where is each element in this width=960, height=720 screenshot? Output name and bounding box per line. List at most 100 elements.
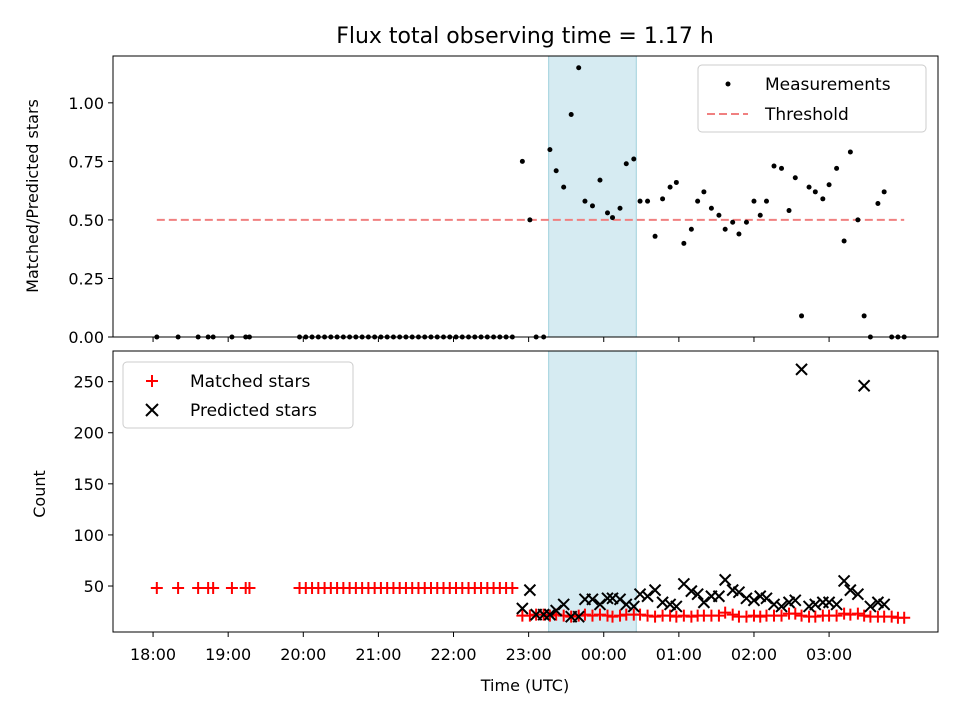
measurement-point bbox=[547, 147, 553, 153]
predicted-star-point bbox=[586, 593, 599, 606]
top-x-ticks bbox=[152, 337, 830, 342]
predicted-star-point bbox=[844, 583, 857, 597]
matched-star-point bbox=[712, 609, 725, 622]
matched-star-point bbox=[830, 609, 843, 622]
predicted-star-point bbox=[822, 596, 836, 609]
x-tick-label: 22:00 bbox=[430, 645, 476, 664]
bottom-y-ticks: 50 100 150 200 250 bbox=[73, 373, 113, 596]
bottom-y-tick-label: 150 bbox=[73, 475, 104, 494]
measurement-point bbox=[730, 219, 736, 225]
top-legend-box bbox=[697, 64, 927, 133]
predicted-star-point bbox=[837, 574, 851, 588]
top-y-axis-label: Matched/Predicted stars bbox=[23, 99, 42, 293]
x-tick-label: 03:00 bbox=[806, 645, 852, 664]
predicted-star-point bbox=[712, 590, 726, 603]
measurement-point bbox=[597, 177, 603, 183]
predicted-star-point bbox=[789, 594, 802, 607]
chart-title: Flux total observing time = 1.17 h bbox=[336, 24, 714, 49]
predicted-star-point bbox=[557, 598, 570, 611]
predicted-star-point bbox=[516, 602, 529, 615]
measurement-point bbox=[660, 196, 666, 202]
measurement-point bbox=[701, 189, 707, 195]
bottom-x-ticks: 18:00 19:00 20:00 21:00 22:00 23:00 00:00 01:00… bbox=[130, 632, 852, 664]
predicted-star-point bbox=[691, 587, 704, 601]
predicted-star-point bbox=[543, 608, 557, 621]
matched-star-point bbox=[593, 608, 606, 621]
matched-star-point bbox=[789, 607, 802, 620]
x-tick-label: 20:00 bbox=[280, 645, 326, 664]
measurement-point bbox=[716, 212, 722, 218]
measurement-point bbox=[589, 203, 595, 209]
matched-star-point bbox=[740, 610, 753, 623]
legend-measurements-marker bbox=[725, 81, 731, 87]
x-tick-label: 21:00 bbox=[355, 645, 401, 664]
matched-star-point bbox=[207, 582, 220, 595]
x-tick-label: 00:00 bbox=[581, 645, 627, 664]
measurement-point bbox=[861, 313, 867, 319]
predicted-star-point bbox=[685, 584, 698, 598]
measurement-point bbox=[812, 189, 818, 195]
measurement-point bbox=[576, 65, 582, 71]
matched-star-point bbox=[506, 582, 519, 595]
predicted-star-point bbox=[809, 598, 822, 611]
x-tick-label: 01:00 bbox=[656, 645, 702, 664]
top-highlight-span bbox=[548, 55, 637, 338]
top-y-tick-label: 0.25 bbox=[68, 269, 104, 288]
predicted-star-point bbox=[620, 598, 633, 611]
predicted-star-point bbox=[857, 379, 871, 392]
predicted-stars-points bbox=[516, 363, 891, 623]
top-y-tick-label: 0.00 bbox=[68, 328, 104, 347]
measurement-point bbox=[610, 215, 616, 221]
matched-star-point bbox=[838, 607, 851, 620]
matched-star-point bbox=[844, 608, 857, 621]
matched-star-point bbox=[649, 610, 662, 623]
matched-star-point bbox=[719, 606, 732, 619]
measurement-point bbox=[553, 168, 559, 174]
measurement-point bbox=[751, 198, 757, 204]
measurement-point bbox=[855, 217, 861, 223]
predicted-star-point bbox=[718, 573, 732, 587]
measurement-point bbox=[582, 198, 588, 204]
matched-star-point bbox=[898, 611, 911, 624]
matched-star-point bbox=[858, 609, 871, 622]
measurement-point bbox=[617, 205, 623, 211]
predicted-star-point bbox=[740, 592, 753, 605]
measurement-point bbox=[841, 238, 847, 244]
measurement-point bbox=[771, 163, 777, 169]
matched-star-point bbox=[606, 610, 619, 623]
matched-star-point bbox=[586, 609, 599, 622]
predicted-star-point bbox=[877, 598, 891, 611]
measurement-point bbox=[519, 158, 525, 164]
top-y-ticks: 0.00 0.25 0.50 0.75 1.00 bbox=[68, 94, 113, 347]
matched-stars-points bbox=[150, 582, 911, 624]
matched-star-point bbox=[225, 582, 238, 595]
measurement-point bbox=[757, 212, 763, 218]
measurement-point bbox=[722, 226, 728, 232]
measurement-point bbox=[847, 149, 853, 155]
measurement-point bbox=[779, 165, 785, 171]
legend-predicted-marker bbox=[145, 403, 159, 417]
predicted-star-point bbox=[670, 600, 683, 613]
measurement-point bbox=[652, 233, 658, 239]
x-tick-label: 18:00 bbox=[130, 645, 176, 664]
measurement-point bbox=[708, 205, 714, 211]
measurement-point bbox=[623, 161, 629, 167]
predicted-star-point bbox=[767, 598, 781, 611]
top-y-tick-label: 1.00 bbox=[68, 94, 104, 113]
predicted-star-point bbox=[633, 587, 647, 601]
matched-star-point bbox=[685, 610, 698, 623]
matched-star-point bbox=[809, 610, 822, 623]
legend-measurements-label: Measurements bbox=[765, 75, 891, 95]
matched-star-point bbox=[557, 609, 570, 622]
measurement-point bbox=[561, 184, 567, 190]
matched-star-point bbox=[747, 609, 760, 622]
matched-star-point bbox=[670, 610, 683, 623]
predicted-star-point bbox=[747, 594, 761, 607]
measurement-point bbox=[834, 165, 840, 171]
top-y-tick-label: 0.75 bbox=[68, 152, 104, 171]
measurement-point bbox=[826, 182, 832, 188]
measurement-point bbox=[637, 198, 643, 204]
x-tick-label: 19:00 bbox=[205, 645, 251, 664]
measurement-point bbox=[736, 231, 742, 237]
